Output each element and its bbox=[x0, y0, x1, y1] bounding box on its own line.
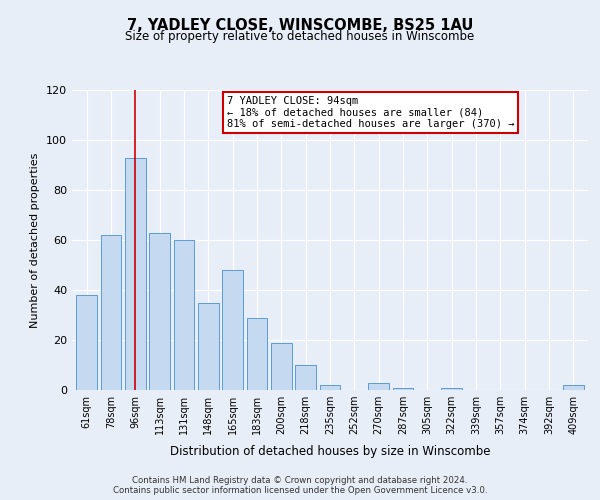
Text: 7, YADLEY CLOSE, WINSCOMBE, BS25 1AU: 7, YADLEY CLOSE, WINSCOMBE, BS25 1AU bbox=[127, 18, 473, 32]
Bar bbox=[392, 388, 413, 390]
Bar bbox=[442, 388, 462, 390]
Bar bbox=[368, 382, 389, 390]
Y-axis label: Number of detached properties: Number of detached properties bbox=[31, 152, 40, 328]
Bar bbox=[563, 385, 584, 390]
Bar bbox=[149, 232, 170, 390]
Bar bbox=[247, 318, 268, 390]
X-axis label: Distribution of detached houses by size in Winscombe: Distribution of detached houses by size … bbox=[170, 446, 490, 458]
Bar bbox=[76, 295, 97, 390]
Bar bbox=[320, 385, 340, 390]
Text: Contains public sector information licensed under the Open Government Licence v3: Contains public sector information licen… bbox=[113, 486, 487, 495]
Bar bbox=[125, 158, 146, 390]
Text: Contains HM Land Registry data © Crown copyright and database right 2024.: Contains HM Land Registry data © Crown c… bbox=[132, 476, 468, 485]
Text: 7 YADLEY CLOSE: 94sqm
← 18% of detached houses are smaller (84)
81% of semi-deta: 7 YADLEY CLOSE: 94sqm ← 18% of detached … bbox=[227, 96, 514, 129]
Bar bbox=[173, 240, 194, 390]
Bar bbox=[101, 235, 121, 390]
Text: Size of property relative to detached houses in Winscombe: Size of property relative to detached ho… bbox=[125, 30, 475, 43]
Bar bbox=[198, 302, 218, 390]
Bar bbox=[222, 270, 243, 390]
Bar bbox=[271, 342, 292, 390]
Bar bbox=[295, 365, 316, 390]
